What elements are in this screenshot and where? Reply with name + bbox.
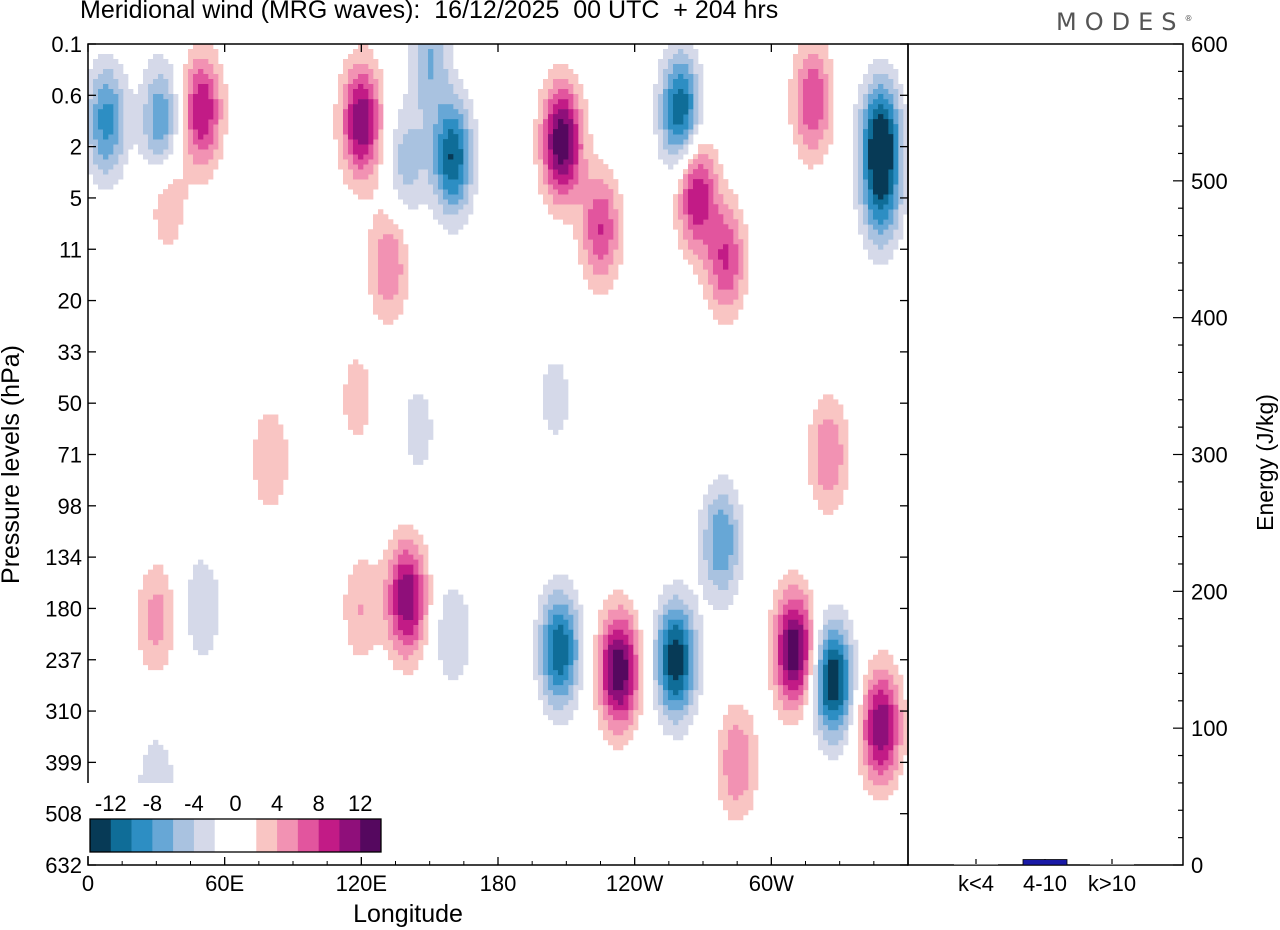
energy-tick-label: 100: [1191, 716, 1228, 741]
colorbar-swatch: [152, 819, 174, 852]
main-axes: 0.1 0.6 2 5 11 20 33 50 71 98 134 180 237 310 399 508 63…: [0, 32, 909, 928]
y-tick-label: 632: [45, 853, 82, 878]
y-tick-label: 2: [70, 135, 82, 160]
energy-panel: 0 100 200 300 400 500 600 Energy (J/kg) k<4 4-10 k…: [907, 32, 1278, 896]
y-tick-label: 50: [58, 391, 82, 416]
colorbar-label: 0: [229, 791, 241, 816]
y-tick-label: 180: [45, 596, 82, 621]
energy-tick-label: 400: [1191, 306, 1228, 331]
contour-field: [88, 44, 909, 865]
y-tick-label: 399: [45, 750, 82, 775]
y-tick-label: 5: [70, 186, 82, 211]
x-tick-label: 120E: [336, 871, 387, 896]
colorbar-swatch: [110, 819, 132, 852]
contour-band: [138, 44, 909, 821]
energy-axis-label: Energy (J/kg): [1252, 394, 1278, 531]
y-tick-label: 0.6: [51, 83, 82, 108]
energy-tick-label: 0: [1191, 853, 1203, 878]
colorbar: -12 -8 -4 0 4 8 12: [86, 783, 383, 856]
colorbar-swatch: [277, 819, 299, 852]
y-axis-label: Pressure levels (hPa): [0, 345, 25, 584]
y-tick-label: 20: [58, 289, 82, 314]
y-tick-label: 71: [58, 443, 82, 468]
energy-tick-label: 300: [1191, 443, 1228, 468]
colorbar-swatch: [90, 819, 112, 852]
colorbar-swatch: [297, 819, 319, 852]
y-tick-label: 98: [58, 494, 82, 519]
energy-tick-label: 200: [1191, 579, 1228, 604]
contour-band: [188, 69, 899, 776]
colorbar-label: -8: [143, 791, 163, 816]
energy-category-label: k<4: [958, 871, 994, 896]
x-tick-label: 0: [82, 871, 94, 896]
colorbar-label: 4: [271, 791, 283, 816]
energy-bar: [1090, 864, 1134, 865]
x-tick-label: 60E: [205, 871, 244, 896]
colorbar-swatch: [318, 819, 340, 852]
energy-tick-label: 500: [1191, 169, 1228, 194]
y-tick-label: 0.1: [51, 32, 82, 57]
colorbar-label: -12: [95, 791, 127, 816]
colorbar-label: -4: [184, 791, 204, 816]
y-tick-label: 11: [59, 237, 82, 262]
colorbar-swatch: [214, 819, 236, 852]
energy-category-label: 4-10: [1023, 871, 1067, 896]
x-tick-label: 120W: [606, 871, 664, 896]
colorbar-swatch: [256, 819, 278, 852]
energy-bar: [1022, 859, 1068, 866]
colorbar-swatch: [173, 819, 195, 852]
y-tick-label: 508: [45, 802, 82, 827]
plot-background: [88, 44, 908, 865]
contour-band: [148, 54, 904, 801]
contour-band: [193, 84, 894, 766]
chart-title: Meridional wind (MRG waves): 16/12/2025 …: [80, 0, 779, 24]
colorbar-frame: [89, 818, 382, 853]
energy-category-label: k>10: [1088, 871, 1136, 896]
y-tick-label: 310: [45, 699, 82, 724]
y-tick-label: 237: [45, 648, 82, 673]
x-tick-label: 60W: [749, 871, 794, 896]
modes-logo: MODES®: [1056, 8, 1193, 36]
x-axis-label: Longitude: [353, 900, 463, 928]
energy-tick-label: 600: [1191, 32, 1228, 57]
colorbar-label: 8: [313, 791, 325, 816]
colorbar-swatch: [193, 819, 216, 852]
colorbar-swatch: [131, 819, 153, 852]
brand-text: MODES: [1056, 8, 1185, 36]
contour-band: [88, 44, 904, 746]
contour-band: [88, 44, 909, 836]
colorbar-swatch: [339, 819, 361, 852]
colorbar-swatch: [360, 819, 382, 852]
energy-bar: [954, 864, 998, 865]
colorbar-label: 12: [348, 791, 372, 816]
y-tick-label: 134: [45, 545, 82, 570]
energy-frame: [907, 43, 1184, 866]
y-tick-label: 33: [58, 340, 82, 365]
colorbar-swatch: [235, 819, 257, 852]
x-tick-label: 180: [480, 871, 517, 896]
